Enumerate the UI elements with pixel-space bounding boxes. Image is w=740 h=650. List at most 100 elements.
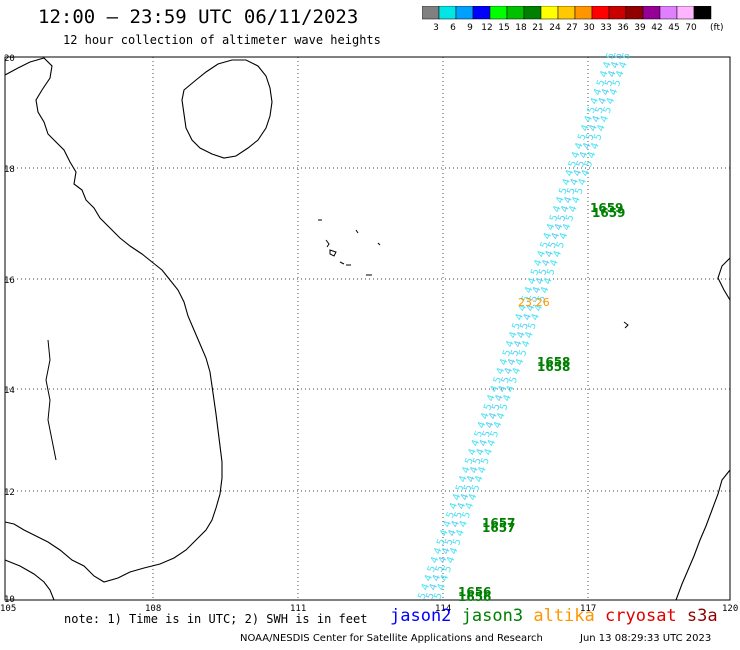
wave-height-mark: 4 — [599, 114, 612, 124]
wave-height-mark: 4 — [525, 303, 538, 313]
wave-height-mark: 5 — [435, 537, 448, 547]
scale-label: 12 — [481, 23, 492, 32]
wave-height-mark: 4 — [484, 420, 497, 430]
wave-height-mark: 4 — [438, 528, 451, 538]
wave-height-mark: 5 — [595, 78, 608, 88]
wave-height-mark: 5 — [510, 321, 523, 331]
altika-time-label: 23:26 — [518, 296, 550, 309]
scale-label: 24 — [549, 23, 561, 32]
wave-height-mark: 5 — [463, 456, 476, 466]
wave-height-mark: 4 — [600, 87, 613, 97]
wave-height-mark: 4 — [504, 339, 517, 349]
wave-height-mark: 4 — [476, 420, 489, 430]
map-frame — [4, 56, 731, 601]
legend-jason3: jason3 — [461, 606, 524, 626]
wave-height-mark: 4 — [592, 87, 605, 97]
wave-height-mark: 5 — [620, 51, 633, 61]
wave-height-mark: 4 — [570, 150, 583, 160]
wave-height-mark: 4 — [495, 411, 508, 421]
legend-cryosat: cryosat — [605, 606, 677, 626]
legend-altika: altika — [533, 606, 595, 626]
wave-height-mark: 4 — [540, 258, 553, 268]
wave-height-mark: 4 — [492, 420, 505, 430]
lat-label: 16 — [4, 276, 15, 286]
wave-height-mark: 4 — [520, 339, 533, 349]
wave-height-mark: 5 — [545, 267, 558, 277]
scale-label: 42 — [651, 23, 662, 32]
wave-height-mark: 4 — [458, 519, 471, 529]
wave-height-mark: 4 — [457, 474, 470, 484]
wave-height-mark: 5 — [489, 429, 502, 439]
wave-height-mark: 5 — [573, 186, 586, 196]
wave-height-mark: 4 — [478, 438, 491, 448]
wave-height-mark: 4 — [614, 69, 627, 79]
wave-height-mark: 5 — [555, 240, 568, 250]
wave-height-mark: 4 — [553, 222, 566, 232]
wave-height-mark: 5 — [498, 402, 511, 412]
lat-label: 12 — [4, 488, 15, 498]
wave-height-mark: 4 — [539, 285, 552, 295]
wave-height-mark: 4 — [515, 330, 528, 340]
chart-subtitle: 12 hour collection of altimeter wave hei… — [63, 33, 381, 47]
lat-label: 18 — [4, 165, 15, 175]
lon-label: 114 — [435, 604, 451, 614]
wave-height-mark: 4 — [451, 492, 464, 502]
wave-height-mark: 4 — [544, 249, 557, 259]
lat-label: 14 — [4, 386, 15, 396]
wave-height-mark: 4 — [514, 312, 527, 322]
wave-height-mark: 5 — [612, 51, 625, 61]
wave-height-mark: 4 — [533, 303, 546, 313]
wave-height-mark: 4 — [470, 438, 483, 448]
wave-height-mark: 5 — [473, 429, 486, 439]
wave-height-mark: 4 — [606, 69, 619, 79]
wave-height-mark: 4 — [579, 123, 592, 133]
lon-label: 108 — [145, 604, 161, 614]
wave-height-mark: 4 — [501, 393, 514, 403]
wave-height-mark: 4 — [448, 546, 461, 556]
offshore-islands — [45, 339, 57, 461]
wave-height-mark: 4 — [493, 393, 506, 403]
wave-height-mark: 5 — [481, 429, 494, 439]
wave-height-mark: 4 — [431, 573, 444, 583]
wave-height-mark: 5 — [537, 267, 550, 277]
scale-label: 33 — [600, 23, 611, 32]
wave-height-mark: 4 — [531, 285, 544, 295]
wave-height-mark: 4 — [580, 168, 593, 178]
legend-s3a: s3a — [686, 606, 718, 626]
wave-height-mark: 5 — [584, 132, 597, 142]
wave-height-mark: 5 — [583, 159, 596, 169]
wave-height-mark: 4 — [572, 168, 585, 178]
wave-height-mark: 4 — [587, 123, 600, 133]
scale-label: 21 — [532, 23, 543, 32]
wave-height-mark: 4 — [559, 204, 572, 214]
scale-label: 45 — [668, 23, 679, 32]
wave-height-mark: 4 — [591, 114, 604, 124]
wave-height-mark: 4 — [467, 492, 480, 502]
wave-height-mark: 5 — [520, 294, 533, 304]
satellite-legend: jason2 jason3 altika cryosat s3a — [390, 606, 718, 626]
wave-height-mark: 4 — [598, 69, 611, 79]
wave-height-mark: 5 — [602, 105, 615, 115]
lon-label: 120 — [722, 604, 738, 614]
wave-height-mark: 4 — [459, 492, 472, 502]
wave-height-mark: 4 — [617, 60, 630, 70]
wave-height-mark: 4 — [573, 141, 586, 151]
wave-height-mark: 5 — [479, 456, 492, 466]
wave-height-mark: 4 — [475, 447, 488, 457]
wave-height-mark: 5 — [526, 321, 539, 331]
wave-height-mark: 5 — [529, 267, 542, 277]
wave-height-mark: 4 — [467, 447, 480, 457]
wave-height-mark: 4 — [420, 582, 433, 592]
scale-label: 36 — [617, 23, 629, 32]
wave-height-mark: 4 — [506, 357, 519, 367]
scale-swatch — [693, 6, 712, 20]
wave-height-mark: 5 — [426, 564, 439, 574]
wave-height-mark: 4 — [569, 177, 582, 187]
wave-height-mark: 4 — [561, 177, 574, 187]
wave-height-mark: 5 — [508, 375, 521, 385]
wave-height-mark: 4 — [460, 465, 473, 475]
wave-height-mark: 4 — [473, 474, 486, 484]
wave-height-mark: 4 — [551, 204, 564, 214]
wave-height-mark: 4 — [545, 222, 558, 232]
scale-label: 3 — [433, 23, 439, 32]
